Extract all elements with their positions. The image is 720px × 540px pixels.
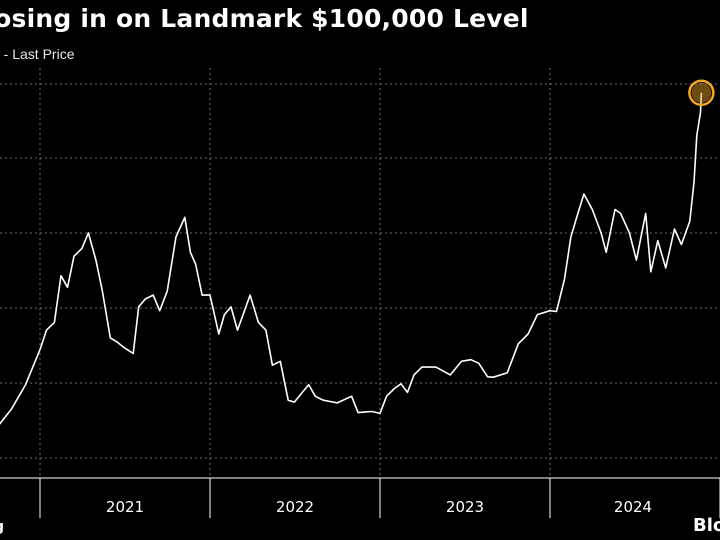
last-price-highlight	[688, 79, 715, 107]
last-price-marker	[691, 82, 712, 103]
chart-subtitle: e - Last Price	[0, 46, 75, 62]
x-tick-label: 2022	[276, 498, 314, 516]
gridlines	[0, 68, 720, 478]
x-tick-label: 2024	[614, 498, 652, 516]
x-tick-label: 2023	[446, 498, 484, 516]
price-series-line	[0, 92, 703, 425]
brand-logo-text: Blo	[693, 515, 720, 536]
chart-title: Losing in on Landmark $100,000 Level	[0, 4, 529, 33]
x-axis: 2021 2022 2023 2024	[39, 478, 720, 518]
x-tick-label: 2021	[106, 498, 144, 516]
source-label: g	[0, 519, 4, 535]
